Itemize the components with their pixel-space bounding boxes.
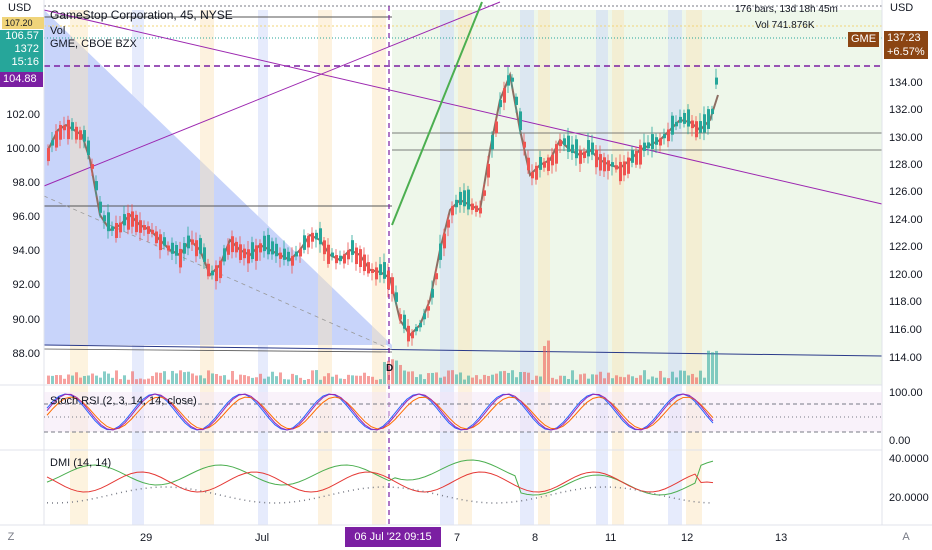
right-axis-currency: USD (890, 2, 914, 14)
volume-legend[interactable]: Vol (50, 25, 66, 37)
left-price-tag: 106.57 1372 15:16 (0, 30, 43, 72)
x-label-7: 7 (454, 532, 461, 544)
left-price-value: 106.57 (5, 30, 39, 42)
right-tick: 118.00 (889, 296, 922, 308)
right-tick: 128.00 (889, 159, 923, 171)
zoom-button[interactable]: Z (7, 531, 15, 543)
left-tick: 88.00 (12, 348, 40, 360)
left-tick: 98.00 (12, 177, 40, 189)
dmi-legend[interactable]: DMI (14, 14) (50, 457, 112, 469)
right-tick: 126.00 (889, 186, 923, 198)
right-tick: 132.00 (889, 104, 923, 116)
left-tick: 96.00 (12, 211, 40, 223)
right-tick: 130.00 (889, 132, 923, 144)
dmi-tick-40: 40.0000 (889, 453, 929, 465)
right-tick: 122.00 (889, 241, 923, 253)
indicator-legend[interactable]: GME, CBOE BZX (50, 38, 137, 50)
left-tick: 102.00 (6, 109, 40, 121)
left-top-tag: 107.20 (2, 17, 44, 29)
bars-info: 176 bars, 13d 18h 45m (735, 4, 838, 15)
stoch-rsi-legend[interactable]: Stoch RSI (2, 3, 14, 14, close) (50, 395, 197, 407)
vol-info: Vol 741.876K (755, 20, 815, 31)
x-label-13: 13 (775, 532, 788, 544)
stoch-tick-100: 100.00 (889, 387, 923, 399)
x-label-jul: Jul (255, 532, 270, 544)
right-price-change: +6.57% (887, 46, 925, 58)
marker-d: D (386, 363, 394, 374)
right-tick: 134.00 (889, 77, 923, 89)
x-label-11: 11 (605, 532, 617, 544)
right-tick: 120.00 (889, 269, 923, 281)
stoch-tick-0: 0.00 (889, 435, 911, 447)
left-purple-tag: 104.88 (0, 72, 43, 87)
dmi-tick-20: 20.0000 (889, 492, 929, 504)
cursor-time-label: 06 Jul '22 09:15 (345, 527, 441, 547)
x-label-12: 12 (681, 532, 694, 544)
left-price-line2: 1372 (14, 43, 39, 55)
x-label-29: 29 (140, 532, 153, 544)
left-tick: 100.00 (6, 143, 40, 155)
right-tick: 114.00 (889, 352, 922, 364)
symbol-title[interactable]: GameStop Corporation, 45, NYSE (50, 8, 233, 22)
right-price-value: 137.23 (887, 32, 921, 44)
left-axis-currency: USD (8, 2, 32, 14)
right-price-badge: 137.23 +6.57% (884, 31, 928, 59)
x-label-8: 8 (532, 532, 539, 544)
left-tick: 94.00 (12, 245, 40, 257)
gme-badge[interactable]: GME (848, 32, 880, 47)
auto-scale-button[interactable]: A (902, 531, 910, 543)
left-tick: 90.00 (12, 314, 40, 326)
left-tick: 92.00 (12, 279, 40, 291)
right-tick: 124.00 (889, 214, 923, 226)
right-tick: 116.00 (889, 324, 922, 336)
left-price-time: 15:16 (11, 56, 39, 68)
